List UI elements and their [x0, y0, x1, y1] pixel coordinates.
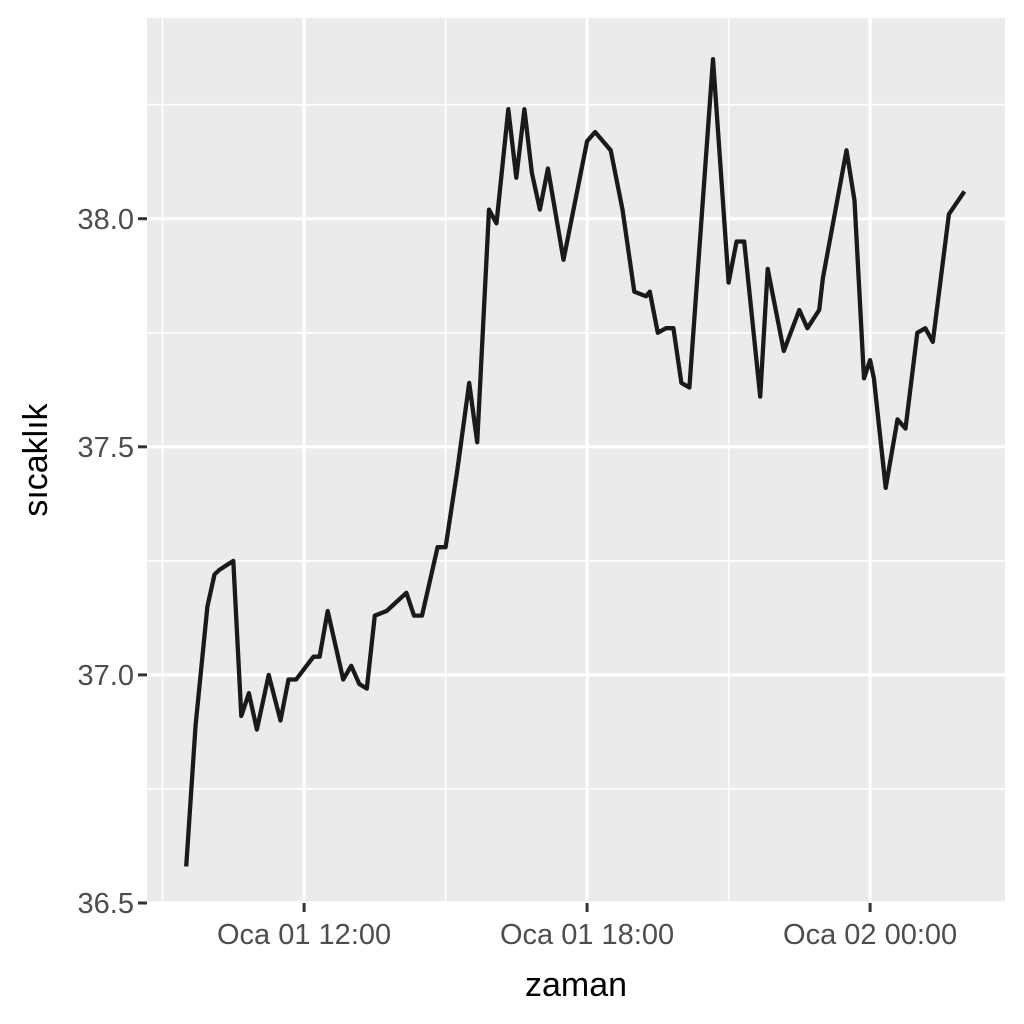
y-tick-label: 37.0	[78, 660, 134, 692]
y-tick-label: 38.0	[78, 204, 134, 236]
major-gridlines	[147, 18, 1005, 905]
temperature-line	[184, 56, 967, 867]
y-tick-label: 36.5	[78, 888, 134, 920]
axis-tick-labels: Oca 01 12:00 Oca 01 18:00 Oca 02 00:00 36.5…	[78, 204, 958, 951]
y-tick-label: 37.5	[78, 432, 134, 464]
axis-tick-marks	[138, 217, 872, 912]
plot-panel	[147, 18, 1005, 903]
x-tick-label: Oca 01 12:00	[217, 919, 391, 951]
y-axis-title: sıcaklık	[17, 402, 55, 516]
x-tick-label: Oca 01 18:00	[500, 919, 674, 951]
x-tick-label: Oca 02 00:00	[783, 919, 957, 951]
x-axis-title: zaman	[525, 966, 627, 1004]
